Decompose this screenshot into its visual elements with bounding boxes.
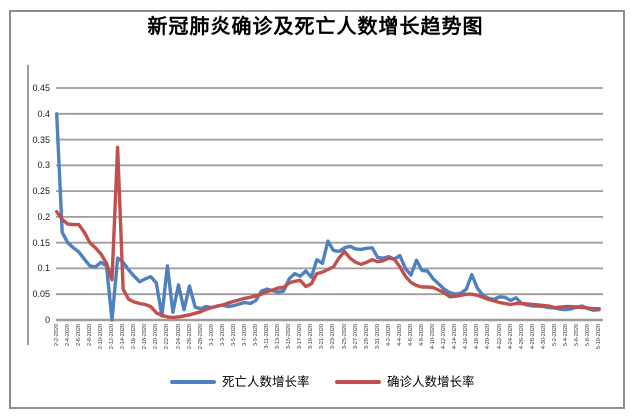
x-axis-label: 4-4-2020 [396, 324, 403, 347]
x-axis-label: 2-22-2020 [164, 324, 171, 350]
x-axis-label: 4-6-2020 [407, 324, 414, 347]
x-axis-label: 2-10-2020 [98, 324, 104, 350]
x-axis-label: 2-4-2020 [64, 324, 71, 347]
y-axis-label: 0.2 [37, 211, 50, 222]
x-axis-label: 3-5-2020 [230, 324, 237, 347]
x-axis-label: 4-20-2020 [485, 324, 492, 350]
x-axis-label: 5-8-2020 [585, 324, 591, 347]
x-axis-label: 5-4-2020 [562, 324, 569, 347]
x-axis-label: 3-23-2020 [330, 324, 337, 350]
death-rate-series-line[interactable] [55, 112, 601, 322]
y-axis-label: 0 [44, 315, 50, 325]
x-axis-label: 5-6-2020 [574, 324, 580, 347]
x-axis-label: 2-20-2020 [153, 324, 160, 350]
x-axis-label: 2-2-2020 [53, 324, 60, 347]
x-axis-label: 2-24-2020 [175, 324, 182, 350]
y-axis-label: 0.3 [37, 160, 50, 171]
x-axis-label: 4-14-2020 [452, 324, 459, 350]
legend-item-confirmed-growth-rate[interactable]: 确诊人数增长率 [335, 373, 475, 391]
y-axis-label: 0.35 [32, 134, 50, 145]
x-axis-label: 4-10-2020 [430, 324, 437, 350]
x-axis-label: 4-28-2020 [529, 324, 536, 350]
x-axis-label: 3-31-2020 [374, 324, 381, 350]
x-axis-label: 2-28-2020 [197, 324, 204, 350]
legend-line-confirmed-series-icon [335, 380, 381, 384]
legend-label-death-growth-rate: 死亡人数增长率 [222, 375, 310, 389]
x-axis-label: 3-3-2020 [219, 324, 226, 347]
x-axis-label: 3-29-2020 [363, 324, 370, 350]
y-axis-label: 0.05 [32, 289, 50, 300]
x-axis-label: 3-15-2020 [286, 324, 293, 350]
y-axis-label: 0.4 [37, 108, 50, 119]
x-axis-label: 4-22-2020 [496, 324, 503, 350]
x-axis-label: 2-18-2020 [142, 324, 149, 350]
y-axis-label: 0.1 [37, 263, 50, 274]
y-axis-label: 0.25 [32, 186, 50, 197]
x-axis-label: 4-18-2020 [474, 324, 481, 350]
legend: 死亡人数增长率 确诊人数增长率 [0, 373, 631, 393]
x-axis-label: 2-14-2020 [120, 324, 127, 350]
chart-area-left-line [27, 65, 29, 345]
x-axis-label: 3-13-2020 [275, 324, 282, 350]
x-axis-label: 3-27-2020 [352, 324, 359, 350]
y-axis-label: 0.45 [32, 83, 50, 93]
y-axis-label: 0.15 [32, 237, 50, 248]
x-axis-label: 4-30-2020 [540, 324, 547, 350]
x-axis-label: 4-16-2020 [463, 324, 470, 350]
legend-label-confirmed-growth-rate: 确诊人数增长率 [387, 375, 475, 389]
x-axis-label: 3-7-2020 [241, 324, 248, 347]
x-axis-label: 2-16-2020 [131, 324, 138, 350]
x-axis-label: 4-8-2020 [419, 324, 425, 347]
x-axis-label: 5-10-2020 [596, 324, 603, 350]
x-axis-label: 4-24-2020 [507, 324, 514, 350]
confirmed-rate-series-line[interactable] [55, 145, 601, 320]
x-axis-label: 3-25-2020 [341, 324, 348, 350]
legend-line-death-series-icon [170, 380, 216, 384]
x-axis-label: 4-2-2020 [385, 324, 392, 347]
x-axis-label: 4-12-2020 [441, 324, 448, 350]
x-axis-label: 3-1-2020 [208, 324, 215, 347]
x-axis-label: 2-8-2020 [86, 324, 93, 347]
x-axis-label: 2-6-2020 [75, 324, 82, 347]
x-axis-label: 5-2-2020 [551, 324, 558, 347]
x-axis-label: 2-26-2020 [186, 324, 193, 350]
x-axis-label: 2-12-2020 [109, 324, 115, 350]
chart-title: 新冠肺炎确诊及死亡人数增长趋势图 [147, 16, 484, 38]
x-axis-label: 3-9-2020 [252, 324, 259, 347]
chart-border-frame [9, 10, 625, 409]
x-axis-label: 4-26-2020 [518, 324, 525, 350]
x-axis-label: 3-11-2020 [264, 324, 270, 349]
x-axis-label: 3-19-2020 [308, 324, 315, 350]
legend-item-death-growth-rate[interactable]: 死亡人数增长率 [170, 373, 310, 391]
x-axis-label: 3-17-2020 [297, 324, 304, 350]
x-axis-label: 3-21-2020 [319, 324, 326, 350]
